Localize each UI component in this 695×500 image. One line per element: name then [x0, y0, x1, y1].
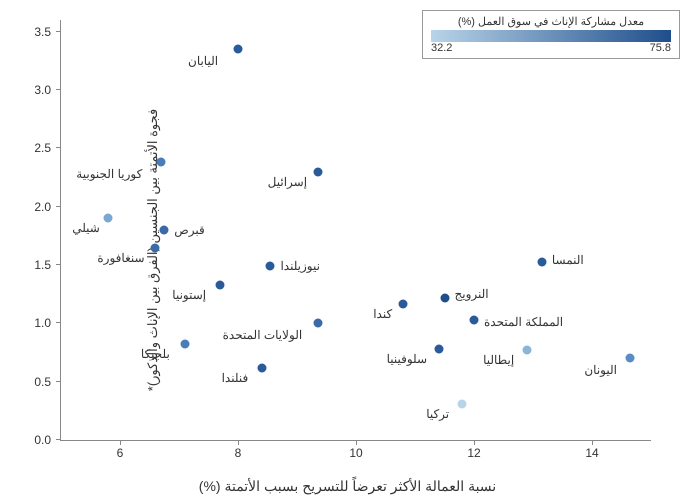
x-tick-label: 6: [117, 446, 124, 460]
legend-title: معدل مشاركة الإناث في سوق العمل (%): [431, 15, 671, 28]
plot-area: 681012140.00.51.01.52.02.53.03.5اليابانك…: [60, 20, 651, 441]
point-label: نيوزيلندا: [280, 259, 320, 273]
y-tick-mark: [56, 264, 61, 265]
point-label: بلجيكا: [141, 347, 170, 361]
y-tick-label: 0.5: [21, 375, 51, 389]
point-label: النرويج: [455, 287, 489, 301]
point-label: اليونان: [584, 363, 617, 377]
point-label: إستونيا: [172, 288, 206, 302]
y-tick-label: 2.0: [21, 200, 51, 214]
point-label: الولايات المتحدة: [223, 328, 303, 342]
point-label: المملكة المتحدة: [484, 315, 563, 329]
data-point: [626, 354, 635, 363]
point-label: قبرص: [174, 223, 205, 237]
point-label: فنلندا: [222, 371, 249, 385]
y-tick-label: 3.0: [21, 83, 51, 97]
legend-min: 32.2: [431, 42, 452, 54]
data-point: [434, 345, 443, 354]
point-label: اليابان: [188, 54, 218, 68]
point-label: سلوفينيا: [387, 352, 427, 366]
y-tick-label: 0.0: [21, 433, 51, 447]
point-label: إسرائيل: [268, 175, 307, 189]
data-point: [523, 346, 532, 355]
y-tick-mark: [56, 89, 61, 90]
y-tick-label: 3.5: [21, 25, 51, 39]
data-point: [257, 363, 266, 372]
legend-scale: 32.2 75.8: [431, 42, 671, 54]
color-legend: معدل مشاركة الإناث في سوق العمل (%) 32.2…: [422, 10, 680, 59]
y-tick-label: 2.5: [21, 141, 51, 155]
point-label: شيلي: [72, 221, 100, 235]
data-point: [151, 243, 160, 252]
x-tick-label: 14: [585, 446, 598, 460]
y-tick-label: 1.0: [21, 316, 51, 330]
data-point: [234, 45, 243, 54]
data-point: [537, 257, 546, 266]
point-label: كوريا الجنوبية: [76, 167, 142, 181]
point-label: كندا: [373, 307, 392, 321]
data-point: [440, 293, 449, 302]
x-tick-label: 8: [235, 446, 242, 460]
scatter-chart: فجوة الأتمتة بين الجنسين (الفرق بين الإن…: [0, 0, 695, 500]
x-tick-mark: [474, 440, 475, 445]
x-axis-label: نسبة العمالة الأكثر تعرضاً للتسريح بسبب …: [199, 478, 496, 495]
y-tick-mark: [56, 439, 61, 440]
data-point: [266, 262, 275, 271]
x-tick-mark: [592, 440, 593, 445]
legend-max: 75.8: [650, 42, 671, 54]
data-point: [313, 167, 322, 176]
data-point: [470, 315, 479, 324]
point-label: النمسا: [552, 253, 584, 267]
x-tick-mark: [120, 440, 121, 445]
y-tick-mark: [56, 31, 61, 32]
x-tick-label: 12: [467, 446, 480, 460]
point-label: إيطاليا: [483, 353, 514, 367]
x-tick-mark: [238, 440, 239, 445]
data-point: [160, 226, 169, 235]
x-tick-label: 10: [349, 446, 362, 460]
y-tick-mark: [56, 206, 61, 207]
data-point: [180, 340, 189, 349]
data-point: [157, 158, 166, 167]
y-tick-mark: [56, 381, 61, 382]
data-point: [458, 399, 467, 408]
data-point: [104, 214, 113, 223]
y-tick-label: 1.5: [21, 258, 51, 272]
legend-gradient: [431, 30, 671, 42]
data-point: [313, 319, 322, 328]
y-tick-mark: [56, 147, 61, 148]
point-label: تركيا: [426, 407, 449, 421]
data-point: [216, 280, 225, 289]
data-point: [399, 299, 408, 308]
point-label: سنغافورة: [97, 251, 144, 265]
x-tick-mark: [356, 440, 357, 445]
y-tick-mark: [56, 322, 61, 323]
